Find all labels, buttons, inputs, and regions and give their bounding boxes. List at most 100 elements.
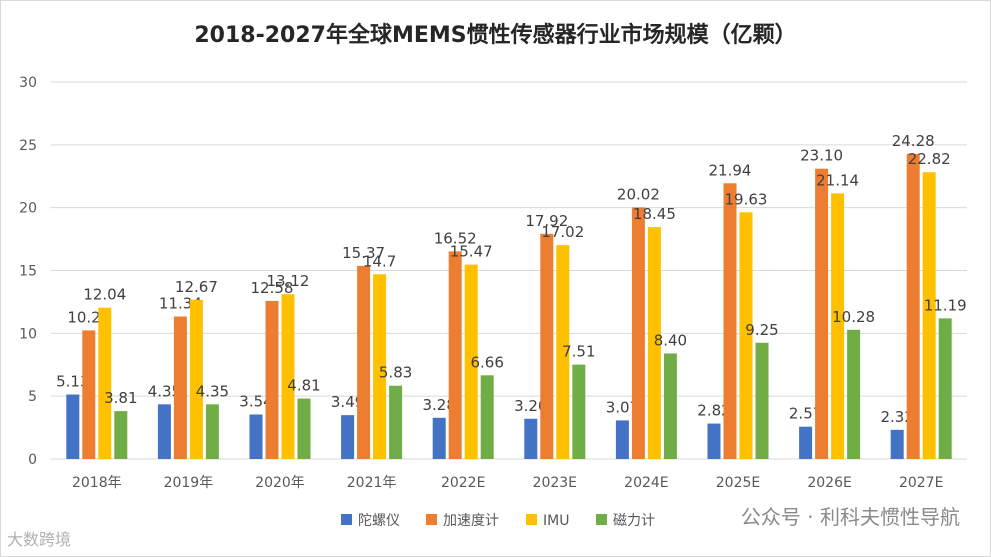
data-label: 9.25 <box>745 321 778 339</box>
data-label: 3.28 <box>422 396 455 414</box>
legend-label: IMU <box>543 513 569 529</box>
bar <box>707 423 721 459</box>
data-label: 21.94 <box>709 161 752 179</box>
data-label: 5.83 <box>379 364 412 382</box>
bar <box>157 404 171 459</box>
data-label: 14.7 <box>363 252 396 270</box>
data-label: 24.28 <box>892 132 935 150</box>
bar <box>173 316 187 459</box>
bar <box>389 385 403 459</box>
data-label: 20.02 <box>617 185 660 203</box>
corner-watermark: 大数跨境 <box>7 530 72 549</box>
bar <box>663 353 677 459</box>
data-label: 18.45 <box>633 205 676 223</box>
data-label: 19.63 <box>725 190 768 208</box>
legend-swatch <box>596 514 607 525</box>
bar <box>831 193 845 459</box>
bar <box>938 318 952 459</box>
data-label: 23.10 <box>800 147 843 165</box>
bar <box>341 415 355 459</box>
bar <box>464 264 478 459</box>
y-tick-label: 0 <box>28 452 37 468</box>
bar <box>432 417 446 459</box>
y-tick-label: 25 <box>19 138 37 154</box>
data-label: 3.81 <box>104 389 137 407</box>
bar <box>847 329 861 459</box>
bar <box>480 375 494 459</box>
y-tick-label: 15 <box>19 264 37 280</box>
data-label: 4.81 <box>287 377 320 395</box>
bar <box>205 404 219 459</box>
x-tick-label: 2022E <box>441 475 485 491</box>
bar <box>890 429 904 459</box>
x-tick-label: 2020年 <box>255 475 305 491</box>
bar <box>906 153 920 459</box>
y-tick-label: 5 <box>28 389 37 405</box>
data-label: 3.54 <box>239 393 272 411</box>
y-tick-label: 20 <box>19 201 37 217</box>
legend-swatch <box>526 514 537 525</box>
data-label: 11.19 <box>924 296 967 314</box>
data-label: 2.82 <box>697 402 730 420</box>
data-label: 13.12 <box>267 272 310 290</box>
bar <box>723 183 737 459</box>
legend-label: 磁力计 <box>613 513 655 529</box>
y-tick-label: 30 <box>19 75 37 91</box>
data-label: 16.52 <box>434 229 477 247</box>
legend-swatch <box>341 514 352 525</box>
x-tick-label: 2026E <box>807 475 851 491</box>
bar <box>615 420 629 459</box>
data-label: 21.14 <box>816 171 859 189</box>
data-label: 6.66 <box>470 353 503 371</box>
data-label: 10.28 <box>832 308 875 326</box>
data-label: 4.35 <box>196 382 229 400</box>
bar <box>66 394 80 459</box>
data-label: 7.51 <box>562 343 595 361</box>
bar <box>265 300 279 459</box>
x-tick-label: 2021年 <box>347 475 397 491</box>
bar <box>815 168 829 459</box>
data-label: 17.92 <box>525 212 568 230</box>
bar <box>373 274 387 459</box>
bar <box>448 251 462 459</box>
x-tick-label: 2023E <box>533 475 577 491</box>
data-label: 3.49 <box>331 393 364 411</box>
data-label: 12.67 <box>175 278 218 296</box>
data-label: 17.02 <box>541 223 584 241</box>
x-tick-label: 2024E <box>624 475 668 491</box>
bar <box>114 411 128 459</box>
bar <box>98 307 112 459</box>
bar <box>556 245 570 459</box>
data-label: 15.47 <box>450 243 493 261</box>
data-label: 2.32 <box>880 408 913 426</box>
legend-swatch <box>426 514 437 525</box>
bar <box>755 342 769 459</box>
chart-title: 2018-2027年全球MEMS惯性传感器行业市场规模（亿颗） <box>194 23 797 48</box>
data-label: 22.82 <box>908 150 951 168</box>
bar <box>739 212 753 459</box>
y-tick-label: 10 <box>19 326 37 342</box>
data-label: 2.57 <box>789 405 822 423</box>
data-label: 8.40 <box>654 331 687 349</box>
bar <box>82 330 96 459</box>
data-label: 12.58 <box>251 279 294 297</box>
x-tick-label: 2025E <box>716 475 760 491</box>
bar <box>540 233 554 459</box>
x-tick-label: 2019年 <box>164 475 214 491</box>
x-tick-label: 2018年 <box>72 475 122 491</box>
bar <box>572 364 586 459</box>
bar <box>524 418 538 459</box>
legend-label: 陀螺仪 <box>358 513 400 529</box>
bar <box>357 265 371 459</box>
data-label: 4.35 <box>148 382 181 400</box>
data-label: 15.37 <box>342 244 385 262</box>
x-tick-label: 2027E <box>899 475 943 491</box>
bar <box>922 172 936 459</box>
bar <box>647 227 661 459</box>
watermark-text: 公众号 · 利科夫惯性导航 <box>740 505 960 529</box>
bar <box>189 299 203 459</box>
bar <box>297 398 311 459</box>
bar <box>281 294 295 459</box>
